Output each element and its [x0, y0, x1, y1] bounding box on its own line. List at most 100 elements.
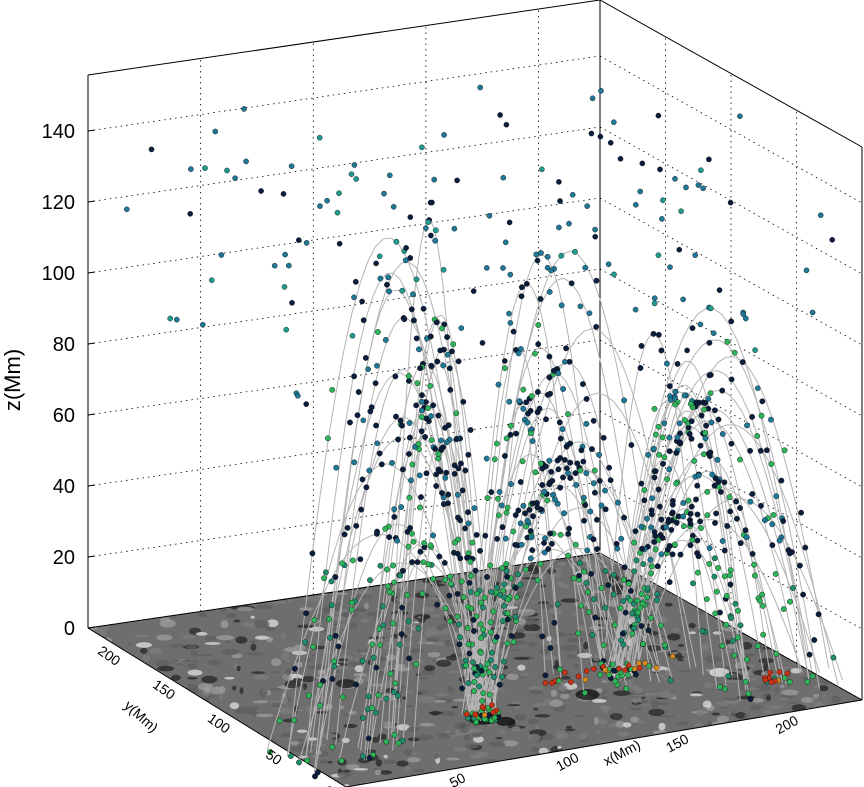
particle-point — [289, 299, 295, 306]
particle-point — [468, 573, 475, 579]
particle-point — [667, 677, 674, 684]
box-edge — [87, 0, 601, 76]
particle-point — [351, 459, 358, 466]
particle-point — [487, 619, 494, 626]
particle-point — [488, 589, 495, 595]
particle-point — [305, 692, 312, 699]
particle-point — [611, 119, 617, 125]
particle-point — [752, 572, 758, 579]
particle-point — [731, 349, 738, 356]
particle-point — [423, 470, 430, 477]
particle-point — [428, 413, 434, 419]
particle-point — [478, 599, 484, 606]
particle-point — [730, 638, 736, 644]
particle-point — [310, 643, 317, 650]
particle-point — [657, 166, 663, 173]
particle-point — [568, 280, 575, 287]
particle-point — [745, 690, 752, 697]
particle-point — [459, 685, 465, 692]
particle-point — [460, 398, 467, 405]
tick-labels: 0204060801001201400501001502000501001502… — [42, 121, 801, 787]
particle-point — [417, 548, 424, 555]
particle-point — [413, 276, 420, 283]
particle-point — [501, 358, 508, 364]
particle-point — [592, 614, 599, 621]
particle-point — [610, 591, 617, 598]
particle-point — [551, 619, 558, 626]
particle-point — [602, 487, 608, 494]
particle-point — [758, 412, 765, 419]
particle-point — [718, 488, 724, 495]
particle-point — [660, 460, 666, 467]
particle-point — [590, 417, 597, 424]
particle-point — [507, 422, 514, 429]
particle-point — [365, 693, 372, 700]
particle-point — [694, 511, 701, 518]
particle-point — [586, 609, 592, 615]
particle-point — [728, 318, 735, 325]
particle-point — [649, 495, 656, 502]
particle-point — [425, 219, 432, 226]
particle-point — [555, 466, 562, 473]
particle-point — [434, 358, 441, 365]
particle-point — [591, 596, 597, 603]
particle-point — [697, 442, 704, 449]
particle-point — [507, 431, 514, 438]
particle-point — [354, 412, 361, 419]
particle-point — [506, 310, 512, 317]
particle-point — [508, 633, 515, 639]
particle-point — [705, 395, 712, 402]
particle-point — [422, 434, 428, 440]
z-tick-mark — [87, 342, 96, 345]
particle-point — [386, 172, 393, 179]
particle-point — [503, 509, 510, 516]
particle-point — [618, 535, 625, 542]
particle-point — [688, 435, 695, 442]
particle-point — [526, 506, 533, 513]
particle-point — [360, 417, 367, 424]
particle-point — [724, 338, 731, 345]
particle-point — [787, 598, 793, 605]
z-tick-label: 20 — [53, 547, 75, 569]
particle-point — [499, 524, 506, 530]
particle-point — [660, 197, 666, 203]
particle-point — [547, 645, 554, 651]
particle-point — [512, 585, 519, 591]
particle-point — [769, 521, 776, 528]
particle-point — [351, 162, 358, 168]
particle-point — [455, 358, 462, 365]
z-tick-mark — [87, 271, 96, 274]
particle-point — [737, 622, 744, 629]
particle-point — [415, 441, 422, 447]
x-tick-label: 200 — [773, 712, 801, 737]
footpoint — [762, 677, 769, 683]
particle-point — [678, 208, 684, 214]
particle-point — [314, 769, 321, 776]
particle-point — [781, 447, 788, 454]
particle-point — [478, 635, 484, 641]
particle-point — [414, 559, 421, 565]
particle-point — [780, 518, 787, 524]
footpoint — [568, 679, 574, 685]
grid-line — [87, 410, 601, 487]
particle-point — [518, 293, 525, 300]
particle-point — [567, 459, 573, 466]
particle-point — [645, 451, 652, 458]
particle-point — [488, 489, 495, 495]
particle-point — [316, 134, 323, 141]
particle-point — [362, 354, 369, 361]
footpoint — [463, 711, 470, 717]
particle-point — [420, 305, 427, 312]
particle-point — [605, 582, 612, 588]
particle-point — [520, 502, 527, 509]
particle-point — [456, 634, 463, 641]
field-line — [636, 470, 780, 682]
footpoint — [767, 669, 773, 676]
particle-point — [366, 755, 373, 761]
particle-point — [538, 249, 544, 256]
particle-point — [391, 579, 397, 586]
footpoint — [622, 667, 628, 673]
particle-point — [491, 456, 498, 463]
particle-point — [648, 563, 655, 570]
particle-point — [547, 530, 554, 537]
